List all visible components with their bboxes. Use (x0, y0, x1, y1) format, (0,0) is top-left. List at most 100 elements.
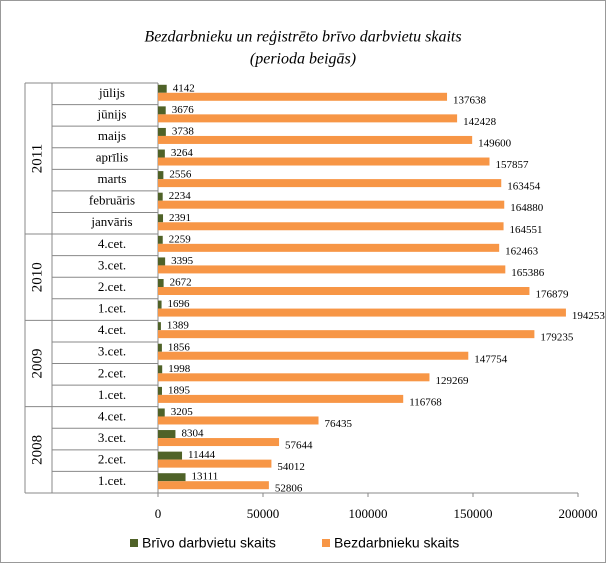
bar (158, 438, 280, 447)
group-label: 2008 (29, 435, 45, 465)
category-label: marts (98, 171, 127, 186)
bar (158, 386, 162, 395)
data-label: 129269 (435, 375, 469, 387)
legend-label: Brīvo darbvietu skaits (142, 535, 276, 551)
data-label: 157857 (495, 159, 529, 171)
data-label: 3395 (171, 255, 194, 267)
bar (158, 322, 161, 331)
legend-swatch (322, 539, 330, 547)
group-label: 2011 (29, 144, 45, 173)
data-label: 54012 (277, 461, 305, 473)
data-label: 1856 (168, 341, 191, 353)
data-label: 4142 (173, 82, 195, 94)
category-label: janvāris (90, 214, 132, 229)
data-label: 147754 (474, 353, 508, 365)
bar (158, 243, 500, 252)
category-label: aprīlis (96, 150, 129, 165)
category-label: 4.cet. (98, 322, 126, 337)
bar (158, 135, 473, 144)
bar (158, 127, 166, 136)
data-label: 2672 (170, 277, 192, 289)
data-label: 13111 (192, 471, 219, 483)
category-label: 1.cet. (98, 473, 126, 488)
category-label: 3.cet. (98, 257, 126, 272)
data-label: 2259 (169, 233, 192, 245)
legend-swatch (130, 539, 138, 547)
data-label: 3205 (171, 406, 194, 418)
data-label: 116768 (409, 396, 442, 408)
data-label: 3738 (172, 125, 195, 137)
data-label: 76435 (325, 418, 353, 430)
data-label: 57644 (285, 440, 313, 452)
data-label: 176879 (535, 289, 569, 301)
bar (158, 287, 530, 295)
data-label: 52806 (275, 483, 303, 495)
data-label: 162463 (505, 245, 539, 257)
category-label: 3.cet. (98, 430, 126, 445)
bar (158, 157, 490, 166)
bar (158, 408, 165, 417)
data-label: 165386 (511, 267, 545, 279)
data-label: 194253 (572, 310, 606, 322)
category-label: 2.cet. (98, 365, 126, 380)
category-label: februāris (89, 193, 135, 208)
bar (158, 84, 167, 93)
bar (158, 430, 176, 439)
data-label: 142428 (463, 116, 497, 128)
data-label: 3676 (172, 104, 195, 116)
bar (158, 114, 458, 123)
data-label: 163454 (507, 181, 541, 193)
data-label: 8304 (181, 428, 204, 440)
bar (158, 459, 272, 468)
data-label: 3264 (171, 147, 194, 159)
data-label: 1696 (168, 298, 191, 310)
category-label: jūlijs (98, 85, 125, 100)
legend-label: Bezdarbnieku skaits (334, 535, 459, 551)
bar (158, 222, 504, 231)
data-label: 2556 (169, 169, 192, 181)
group-label: 2009 (29, 349, 45, 379)
chart-title: Bezdarbnieku un reģistrēto brīvo darbvie… (144, 29, 461, 46)
category-label: maijs (98, 128, 126, 143)
data-label: 179235 (540, 332, 574, 344)
category-label: 2.cet. (98, 452, 126, 467)
bar (158, 365, 163, 374)
bar (158, 451, 183, 460)
data-label: 164880 (510, 202, 544, 214)
category-label: 3.cet. (98, 344, 126, 359)
data-label: 1895 (168, 384, 191, 396)
bar (158, 106, 166, 115)
data-label: 2234 (169, 190, 192, 202)
bar (158, 92, 448, 101)
category-label: 4.cet. (98, 408, 126, 423)
bar (158, 308, 566, 317)
data-label: 137638 (453, 94, 487, 106)
category-label: jūnijs (97, 106, 127, 121)
category-label: 4.cet. (98, 236, 126, 251)
bar (158, 257, 166, 266)
chart-subtitle: (perioda beigās) (250, 51, 356, 68)
category-label: 1.cet. (98, 301, 126, 316)
bar (158, 473, 186, 482)
data-label: 1998 (168, 363, 191, 375)
bar (158, 330, 535, 339)
bar (158, 279, 164, 287)
bar (158, 171, 164, 180)
bar (158, 351, 469, 360)
data-label: 1389 (167, 320, 190, 332)
bar (158, 149, 165, 158)
x-tick-label: 150000 (454, 506, 493, 521)
bar (158, 394, 404, 403)
bar (158, 235, 163, 244)
group-label: 2010 (29, 262, 45, 292)
x-tick-label: 50000 (247, 506, 280, 521)
bar (158, 179, 502, 188)
bar (158, 300, 162, 309)
bar (158, 200, 505, 209)
bar (158, 481, 269, 490)
bar (158, 265, 506, 274)
bar (158, 373, 430, 382)
bar (158, 192, 163, 201)
bar (158, 214, 164, 223)
